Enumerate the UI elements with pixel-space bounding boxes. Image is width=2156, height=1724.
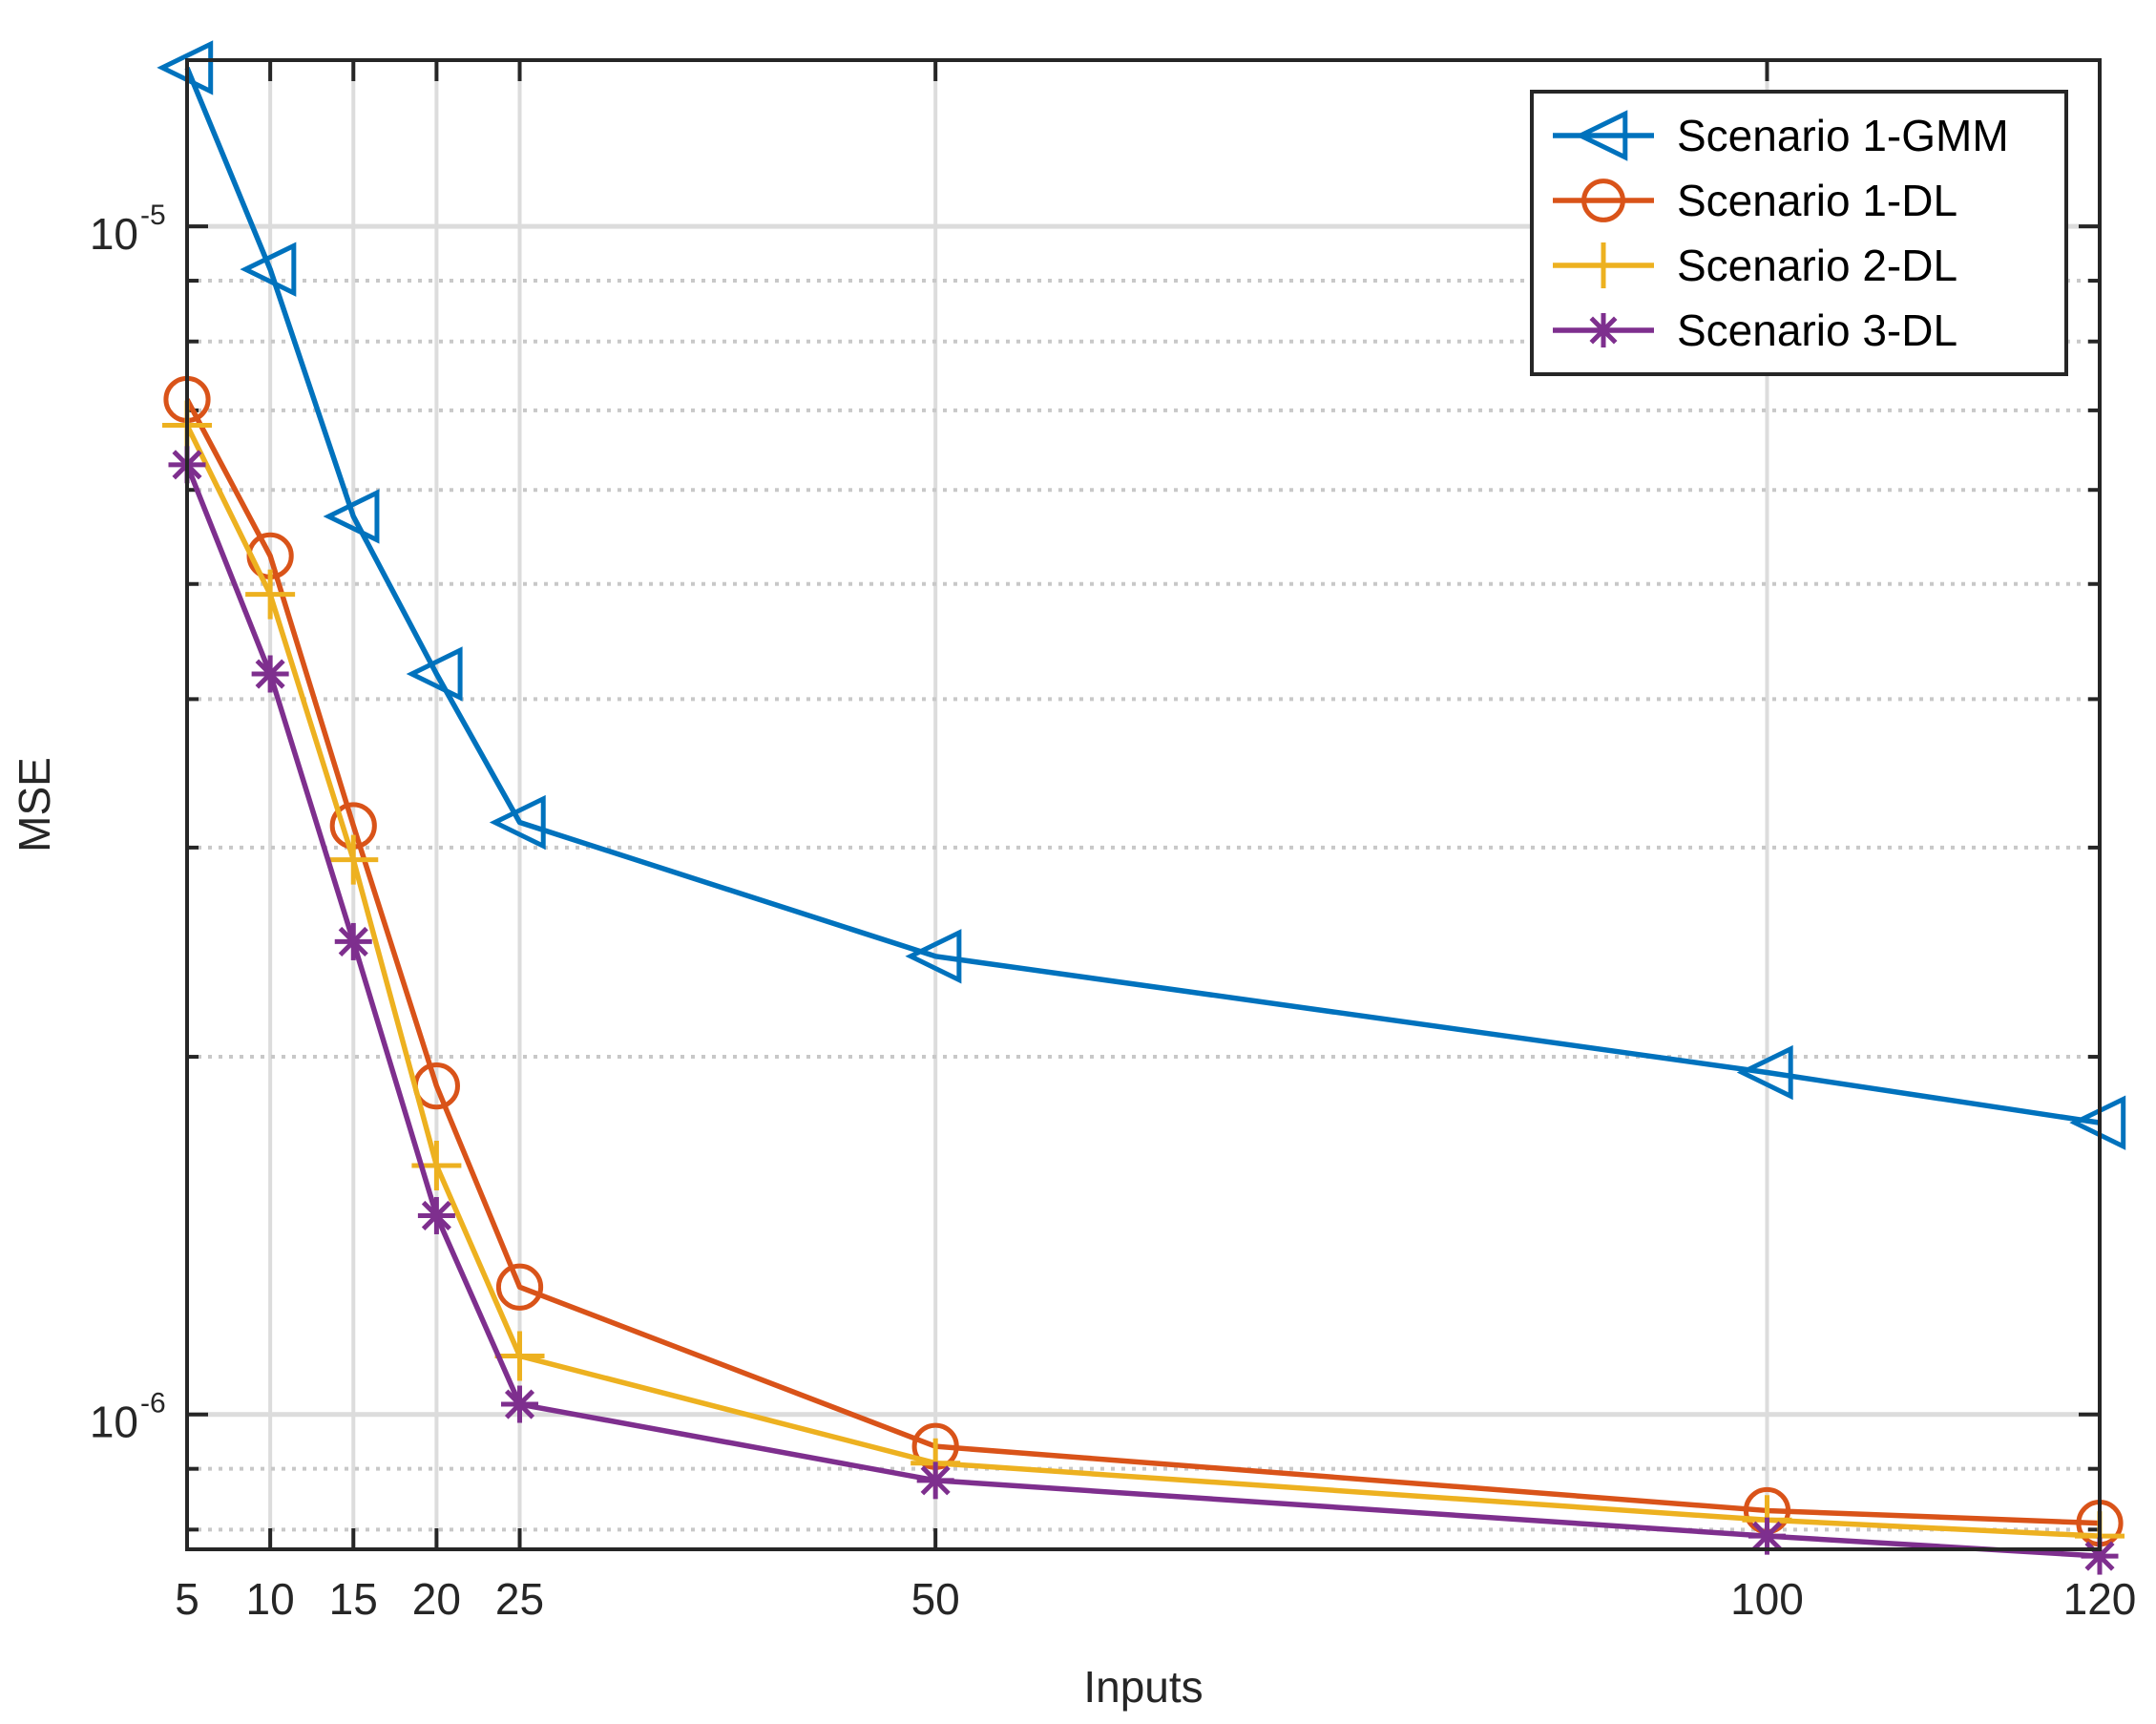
data-point <box>916 1461 954 1500</box>
y-tick-label-exponent: -6 <box>140 1388 166 1419</box>
legend-entry: Scenario 2-DL <box>1553 241 1957 290</box>
data-point <box>417 1196 455 1234</box>
data-point-stroke <box>255 659 285 689</box>
legend-marker <box>1586 313 1621 347</box>
data-point <box>334 922 372 960</box>
data-point-stroke <box>504 1389 535 1419</box>
data-point-stroke <box>1751 1521 1783 1551</box>
data-point <box>406 646 463 702</box>
x-tick-label: 100 <box>1730 1574 1804 1624</box>
legend-box <box>1530 90 2068 376</box>
data-point <box>251 655 289 693</box>
data-point <box>240 242 297 297</box>
data-point <box>495 1263 544 1311</box>
data-point <box>1736 1044 1793 1101</box>
data-point-stroke <box>421 1200 451 1231</box>
legend-entry: Scenario 1-GMM <box>1553 110 2009 161</box>
legend-entry: Scenario 3-DL <box>1553 305 1957 355</box>
data-point <box>905 929 962 984</box>
series-line <box>184 398 2101 1526</box>
data-point-stroke <box>920 1465 951 1496</box>
y-axis-title: MSE <box>10 757 59 852</box>
data-point <box>245 569 296 620</box>
x-tick-label: 25 <box>495 1574 544 1624</box>
data-point <box>1748 1517 1786 1555</box>
data-point-stroke <box>2084 1541 2115 1571</box>
x-tick-label: 15 <box>329 1574 378 1624</box>
legend-marker-stroke <box>1589 316 1618 345</box>
legend-entry: Scenario 1-DL <box>1553 176 1957 225</box>
data-point <box>494 1331 545 1381</box>
y-tick-label-base: 10 <box>90 209 138 259</box>
legend-label: Scenario 2-DL <box>1677 241 1957 290</box>
legend-marker <box>1580 242 1626 288</box>
legend: Scenario 1-GMM Scenario 1-DL Scenario 2-DL… <box>1530 90 2068 376</box>
series-layer <box>157 40 2126 1575</box>
series-scenario-3-dl <box>168 446 2119 1575</box>
data-point <box>501 1385 539 1423</box>
data-point-stroke <box>338 926 368 957</box>
series-line <box>184 463 2101 1559</box>
plot-area-frame <box>185 58 2102 1551</box>
x-tick-label: 20 <box>412 1574 461 1624</box>
x-tick-label: 5 <box>175 1574 199 1624</box>
x-tick-label: 120 <box>2063 1574 2137 1624</box>
data-point <box>323 489 380 544</box>
legend-marker <box>1575 110 1628 161</box>
x-axis-title: Inputs <box>1083 1662 1203 1712</box>
legend-label: Scenario 3-DL <box>1677 305 1957 355</box>
x-tick-label: 50 <box>911 1574 960 1624</box>
labels-layer: Inputs MSE <box>10 757 1204 1712</box>
y-tick-label-exponent: -5 <box>140 200 166 231</box>
x-tick-label: 10 <box>246 1574 295 1624</box>
y-tick-label-base: 10 <box>90 1398 138 1447</box>
series-line <box>184 66 2101 1125</box>
legend-label: Scenario 1-DL <box>1677 176 1957 225</box>
data-point <box>489 794 546 851</box>
legend-label: Scenario 1-GMM <box>1677 111 2009 160</box>
data-point <box>328 834 379 885</box>
series-line <box>184 424 2101 1539</box>
legend-marker <box>1581 179 1625 222</box>
